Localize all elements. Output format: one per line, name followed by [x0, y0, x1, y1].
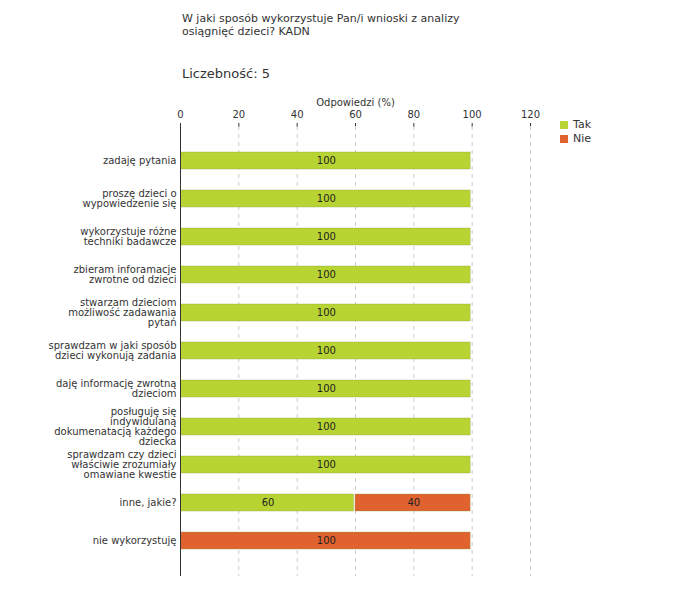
svg-text:80: 80 — [407, 109, 420, 120]
svg-text:20: 20 — [232, 109, 245, 120]
svg-text:zbieram inforamacjezwrotne od: zbieram inforamacjezwrotne od dzieci — [74, 264, 177, 285]
svg-text:sprawdzam w jaki sposóbdzieci: sprawdzam w jaki sposóbdzieci wykonują z… — [49, 340, 177, 361]
svg-text:nie wykorzystuję: nie wykorzystuję — [93, 535, 177, 546]
html-text:W jaki sposób wykorzystuje Pan: W jaki sposób wykorzystuje Pan/i wnioski… — [182, 12, 460, 38]
svg-text:100: 100 — [317, 193, 336, 204]
svg-text:100: 100 — [317, 231, 336, 242]
svg-text:100: 100 — [317, 383, 336, 394]
svg-text:100: 100 — [317, 307, 336, 318]
svg-text:daję informację zwrotnądziecio: daję informację zwrotnądzieciom — [56, 378, 177, 399]
svg-text:100: 100 — [463, 109, 482, 120]
svg-text:proszę dzieci owypowiedzenie s: proszę dzieci owypowiedzenie się — [82, 188, 176, 209]
html-text:Nie: Nie — [573, 132, 592, 145]
svg-text:100: 100 — [317, 459, 336, 470]
svg-text:zadaję pytania: zadaję pytania — [103, 155, 177, 166]
svg-text:60: 60 — [262, 497, 275, 508]
svg-text:40: 40 — [407, 497, 420, 508]
svg-text:wykorzystuje różnetechniki bad: wykorzystuje różnetechniki badawcze — [80, 226, 176, 247]
svg-text:100: 100 — [317, 421, 336, 432]
svg-text:100: 100 — [317, 269, 336, 280]
html-text:Liczebność: 5: Liczebność: 5 — [182, 66, 270, 81]
svg-text:Odpowiedzi (%): Odpowiedzi (%) — [316, 97, 395, 108]
svg-text:100: 100 — [317, 345, 336, 356]
svg-text:40: 40 — [291, 109, 304, 120]
svg-text:stwarzam dzieciommożliwość zad: stwarzam dzieciommożliwość zadawaniapyta… — [68, 297, 176, 328]
svg-text:120: 120 — [521, 109, 540, 120]
svg-text:100: 100 — [317, 155, 336, 166]
svg-text:posługuję sięindywidulanądokum: posługuję sięindywidulanądokumenatacją k… — [54, 406, 176, 447]
svg-text:0: 0 — [177, 109, 183, 120]
html-text:Tak: Tak — [573, 118, 591, 131]
svg-text:sprawdzam czy dzieciwłaściwie: sprawdzam czy dzieciwłaściwie zrozumiały… — [67, 449, 176, 480]
svg-text:inne, jakie?: inne, jakie? — [120, 497, 177, 508]
svg-text:60: 60 — [349, 109, 362, 120]
svg-text:100: 100 — [317, 535, 336, 546]
